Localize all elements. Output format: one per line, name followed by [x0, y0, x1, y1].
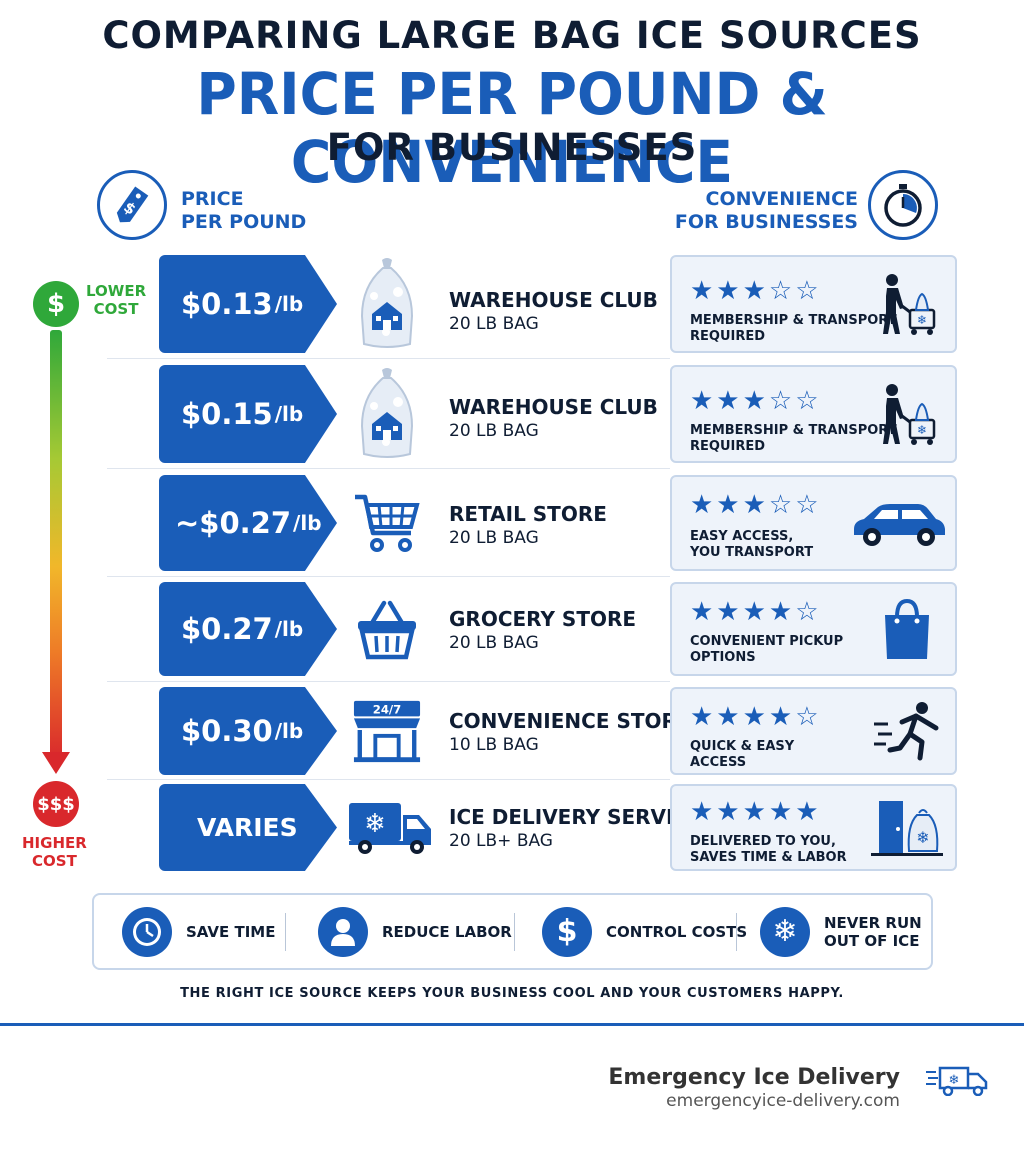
benefit-label: CONTROL COSTS: [606, 922, 748, 941]
convenience-panel: ★★★★☆ QUICK & EASY ACCESS: [670, 687, 957, 775]
price-badge: ~$0.27/lb: [159, 475, 337, 571]
person-cart-icon: ❄: [871, 367, 943, 461]
price-tag-icon: $: [97, 170, 167, 240]
person-icon: [318, 906, 368, 957]
price-badge: VARIES: [159, 784, 337, 871]
convenience-panel: ★★★☆☆ MEMBERSHIP & TRANSPORT REQUIRED ❄: [670, 255, 957, 353]
price-column-header: PRICE PER POUND: [181, 188, 307, 233]
source-name: WAREHOUSE CLUB: [449, 395, 658, 419]
low-cost-dollar-icon: $: [33, 281, 79, 327]
benefit-label: REDUCE LABOR: [382, 922, 512, 941]
convenience-note: CONVENIENT PICKUP OPTIONS: [690, 634, 844, 665]
stopwatch-icon: [868, 170, 938, 240]
brand-name: Emergency Ice Delivery: [608, 1065, 900, 1090]
price-badge: $0.15/lb: [159, 365, 337, 463]
svg-text:❄: ❄: [917, 313, 927, 327]
ice-bag-icon: [352, 255, 422, 353]
convenience-panel: ★★★★★ DELIVERED TO YOU, SAVES TIME & LABO…: [670, 784, 957, 871]
svg-text:❄: ❄: [364, 809, 386, 839]
price-badge: $0.13/lb: [159, 255, 337, 353]
svg-text:❄: ❄: [949, 1073, 960, 1088]
table-row: $0.27/lb GROCERY STORE 20 LB BAG ★★★★☆ C…: [107, 582, 957, 676]
row-divider: [107, 468, 670, 469]
benefit-never-run-out: ❄ NEVER RUN OUT OF ICE: [760, 895, 922, 968]
bag-size: 20 LB BAG: [449, 633, 539, 653]
footer-divider: [0, 1023, 1024, 1026]
convenience-note: MEMBERSHIP & TRANSPORT REQUIRED: [690, 423, 897, 454]
high-cost-dollar-icon: $$$: [33, 781, 79, 827]
star-rating: ★★★★☆: [690, 702, 822, 732]
row-divider: [107, 681, 670, 682]
basket-icon: [352, 582, 422, 676]
convenience-note: MEMBERSHIP & TRANSPORT REQUIRED: [690, 313, 897, 344]
bag-size: 20 LB+ BAG: [449, 831, 553, 851]
benefit-control-costs: $ CONTROL COSTS: [542, 895, 747, 968]
higher-cost-label: HIGHER COST: [22, 834, 87, 870]
source-name: CONVENIENCE STORE: [449, 709, 691, 733]
source-name: RETAIL STORE: [449, 502, 607, 526]
convenience-panel: ★★★★☆ CONVENIENT PICKUP OPTIONS: [670, 582, 957, 676]
table-row: $0.13/lb WAREHOUSE CLUB 20 LB BAG ★★★☆☆ …: [107, 255, 957, 353]
star-rating: ★★★★☆: [690, 597, 822, 627]
row-divider: [107, 576, 670, 577]
store-24-7-icon: 24/7: [352, 687, 422, 775]
shopping-cart-icon: [352, 475, 422, 571]
lower-cost-label: LOWER COST: [86, 282, 147, 318]
table-row: VARIES ❄ ICE DELIVERY SERVICE 20 LB+ BAG…: [107, 784, 957, 871]
star-rating: ★★★☆☆: [690, 276, 822, 306]
cost-gradient-bar: [50, 330, 62, 760]
svg-text:❄: ❄: [917, 423, 927, 437]
source-name: WAREHOUSE CLUB: [449, 288, 658, 312]
ice-bag-icon: [352, 365, 422, 463]
benefit-label: SAVE TIME: [186, 922, 276, 941]
table-row: $0.30/lb 24/7 CONVENIENCE STORE 10 LB BA…: [107, 687, 957, 775]
svg-text:24/7: 24/7: [373, 703, 402, 717]
door-ice-bag-icon: ❄: [871, 786, 943, 869]
benefit-divider: [514, 913, 515, 951]
bag-size: 20 LB BAG: [449, 421, 539, 441]
title-line-3: FOR BUSINESSES: [326, 126, 698, 169]
cost-arrow-icon: [42, 752, 70, 774]
star-rating: ★★★★★: [690, 797, 822, 827]
convenience-note: DELIVERED TO YOU, SAVES TIME & LABOR: [690, 834, 847, 865]
price-badge: $0.30/lb: [159, 687, 337, 775]
clock-icon: [122, 906, 172, 957]
brand-truck-logo-icon: ❄: [926, 1062, 990, 1097]
car-icon: [849, 477, 949, 569]
benefit-save-time: SAVE TIME: [122, 895, 275, 968]
convenience-note: EASY ACCESS, YOU TRANSPORT: [690, 529, 814, 560]
benefit-divider: [285, 913, 286, 951]
table-row: ~$0.27/lb RETAIL STORE 20 LB BAG ★★★☆☆ E…: [107, 475, 957, 571]
row-divider: [107, 358, 670, 359]
bag-size: 20 LB BAG: [449, 314, 539, 334]
benefit-reduce-labor: REDUCE LABOR: [318, 895, 512, 968]
table-row: $0.15/lb WAREHOUSE CLUB 20 LB BAG ★★★☆☆ …: [107, 365, 957, 463]
shopping-bag-icon: [871, 584, 943, 674]
price-badge: $0.27/lb: [159, 582, 337, 676]
source-name: GROCERY STORE: [449, 607, 637, 631]
benefit-divider: [736, 913, 737, 951]
convenience-panel: ★★★☆☆ EASY ACCESS, YOU TRANSPORT: [670, 475, 957, 571]
tagline: THE RIGHT ICE SOURCE KEEPS YOUR BUSINESS…: [180, 986, 844, 1001]
svg-text:❄: ❄: [916, 828, 929, 847]
running-person-icon: [871, 689, 943, 773]
benefit-label: NEVER RUN OUT OF ICE: [824, 913, 922, 950]
row-divider: [107, 779, 670, 780]
convenience-column-header: CONVENIENCE FOR BUSINESSES: [674, 188, 858, 233]
bag-size: 10 LB BAG: [449, 735, 539, 755]
snowflake-icon: ❄: [760, 906, 810, 957]
convenience-panel: ★★★☆☆ MEMBERSHIP & TRANSPORT REQUIRED ❄: [670, 365, 957, 463]
star-rating: ★★★☆☆: [690, 490, 822, 520]
star-rating: ★★★☆☆: [690, 386, 822, 416]
title-line-2: PRICE PER POUND & CONVENIENCE: [196, 60, 828, 196]
dollar-icon: $: [542, 906, 592, 957]
source-name: ICE DELIVERY SERVICE: [449, 805, 702, 829]
person-cart-icon: ❄: [871, 257, 943, 351]
bag-size: 20 LB BAG: [449, 528, 539, 548]
brand-url[interactable]: emergencyice-delivery.com: [666, 1091, 900, 1111]
delivery-truck-icon: ❄: [345, 784, 435, 871]
benefits-bar: SAVE TIME REDUCE LABOR $ CONTROL COSTS ❄…: [92, 893, 933, 970]
title-line-1: COMPARING LARGE BAG ICE SOURCES: [102, 14, 922, 57]
convenience-note: QUICK & EASY ACCESS: [690, 739, 795, 770]
